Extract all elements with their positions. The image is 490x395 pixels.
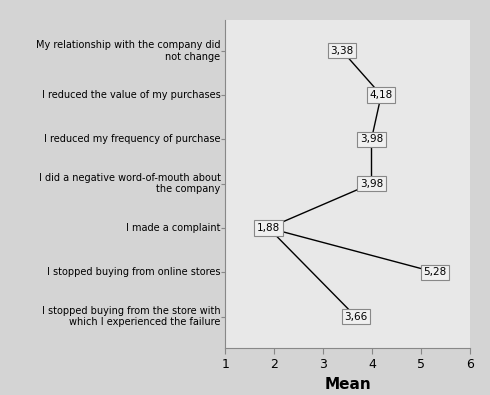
Text: 5,28: 5,28: [423, 267, 447, 277]
Text: I did a negative word-of-mouth about
the company: I did a negative word-of-mouth about the…: [39, 173, 220, 194]
X-axis label: Mean: Mean: [324, 376, 371, 391]
Text: 3,98: 3,98: [360, 134, 383, 144]
Text: I reduced the value of my purchases: I reduced the value of my purchases: [42, 90, 220, 100]
Text: 3,38: 3,38: [330, 46, 354, 56]
Text: 3,66: 3,66: [344, 312, 368, 322]
Text: I stopped buying from the store with
which I experienced the failure: I stopped buying from the store with whi…: [42, 306, 220, 327]
Text: My relationship with the company did
not change: My relationship with the company did not…: [36, 40, 220, 62]
Text: I made a complaint: I made a complaint: [126, 223, 220, 233]
Text: 1,88: 1,88: [257, 223, 280, 233]
Text: I reduced my frequency of purchase: I reduced my frequency of purchase: [44, 134, 220, 144]
Text: 4,18: 4,18: [369, 90, 393, 100]
Text: 3,98: 3,98: [360, 179, 383, 189]
Text: I stopped buying from online stores: I stopped buying from online stores: [47, 267, 220, 277]
